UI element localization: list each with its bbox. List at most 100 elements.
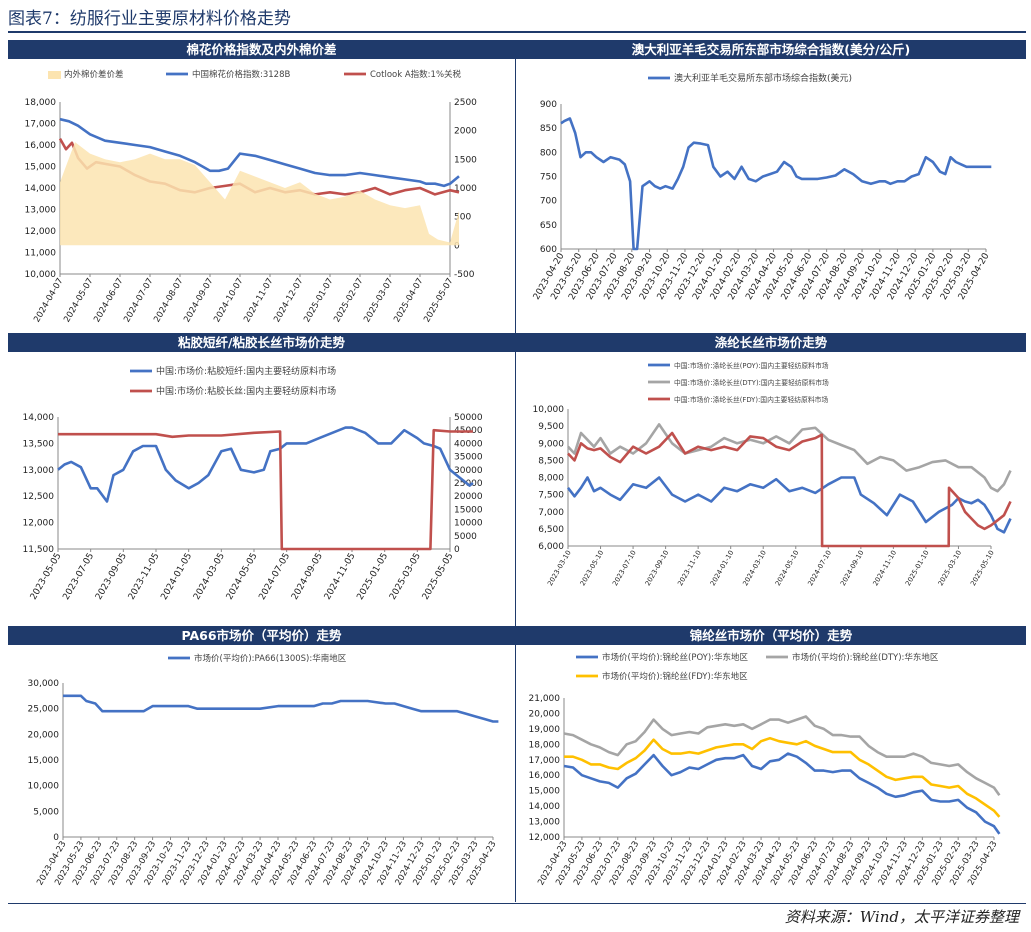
y-tick-label: 12,000 bbox=[529, 833, 561, 843]
x-tick-label: 2023-11-05 bbox=[127, 552, 162, 602]
panel-viscose: 粘胶短纤/粘胶长丝市场价走势 14,000 13,500 13,000 12,500 1… bbox=[8, 333, 515, 623]
x-tick-label: 2025-01-10 bbox=[904, 549, 931, 587]
y-tick-label: 17,000 bbox=[529, 756, 561, 766]
y-tick-label: 8,000 bbox=[538, 474, 564, 484]
y2-tick-label: 2500 bbox=[454, 98, 477, 108]
x-tick-label: 2023-09-10 bbox=[644, 549, 671, 587]
y-tick-label: 15,000 bbox=[529, 787, 561, 797]
legend-label: 市场价(平均价):锦纶丝(FDY):华东地区 bbox=[602, 671, 748, 682]
x-tick-label: 2023-05-10 bbox=[579, 549, 606, 587]
y-tick-label: 13,000 bbox=[23, 466, 55, 476]
x-tick-label: 2024-09-07 bbox=[182, 277, 215, 325]
panel-title: 棉花价格指数及内外棉价差 bbox=[8, 40, 515, 59]
x-tick-label: 2024-09-05 bbox=[290, 552, 325, 602]
x-tick-label: 2024-09-10 bbox=[839, 549, 866, 587]
y-tick-label: 30,000 bbox=[28, 679, 60, 689]
center-divider bbox=[515, 40, 516, 902]
panel-nylon: 锦纶丝市场价（平均价）走势 21,000 20,000 19,000 18,000 17… bbox=[516, 626, 1026, 902]
x-tick-label: 2025-03-07 bbox=[362, 277, 395, 325]
bottom-rule bbox=[8, 903, 1026, 904]
legend-label: 内外棉价差价差 bbox=[64, 69, 124, 80]
series-line-2 bbox=[564, 736, 1001, 818]
x-tick-label: 2024-06-07 bbox=[92, 277, 125, 325]
series-line-0 bbox=[560, 117, 992, 251]
x-tick-label: 2025-04-07 bbox=[392, 277, 425, 325]
legend-label: 中国:市场价:粘胶短纤:国内主要轻纺原料市场 bbox=[156, 365, 336, 377]
series-line-0 bbox=[63, 694, 499, 723]
y-tick-label: 14,000 bbox=[23, 413, 55, 423]
y-tick-label: 17,000 bbox=[25, 120, 57, 130]
x-tick-label: 2024-05-07 bbox=[62, 277, 95, 325]
legend-label: Cotlook A指数:1%关税 bbox=[370, 69, 462, 80]
x-tick-label: 2023-07-10 bbox=[611, 549, 638, 587]
series-line-1 bbox=[58, 428, 473, 551]
x-tick-label: 2025-05-07 bbox=[422, 277, 455, 325]
legend-label: 中国棉花价格指数:3128B bbox=[192, 69, 290, 80]
y-tick-label: 750 bbox=[540, 173, 557, 183]
y-tick-label: 12,000 bbox=[23, 519, 55, 529]
legend-label: 中国:市场价:涤纶长丝(DTY):国内主要轻纺原料市场 bbox=[674, 378, 829, 387]
y2-tick-label: 1000 bbox=[454, 184, 477, 194]
series-line-1 bbox=[563, 715, 1001, 797]
x-tick-label: 2025-03-10 bbox=[937, 549, 964, 587]
y-tick-label: 6,000 bbox=[538, 542, 564, 552]
y-tick-label: 6,500 bbox=[538, 525, 564, 535]
y-tick-label: 15,000 bbox=[28, 756, 60, 766]
y2-tick-label: 40000 bbox=[454, 439, 483, 449]
y-tick-label: 10,000 bbox=[28, 782, 60, 792]
y-tick-label: 8,500 bbox=[538, 456, 564, 466]
source-note: 资料来源：Wind，太平洋证券整理 bbox=[784, 908, 1019, 926]
y-tick-label: 12,000 bbox=[25, 227, 57, 237]
y2-tick-label: 500 bbox=[454, 213, 471, 223]
y2-tick-label: 15000 bbox=[454, 505, 483, 515]
x-tick-label: 2023-05-05 bbox=[29, 552, 64, 602]
series-line-0 bbox=[563, 752, 1001, 835]
series-line-2 bbox=[567, 431, 1012, 548]
y-tick-label: 16,000 bbox=[25, 141, 57, 151]
y-tick-label: 16,000 bbox=[529, 771, 561, 781]
x-tick-label: 2024-11-07 bbox=[242, 277, 275, 325]
legend-label: 市场价(平均价):锦纶丝(POY):华东地区 bbox=[602, 652, 749, 663]
top-rule bbox=[8, 31, 1026, 33]
y-tick-label: 14,000 bbox=[529, 802, 561, 812]
series-line-0 bbox=[59, 117, 460, 188]
chart-viscose: 14,000 13,500 13,000 12,500 12,000 11,500 5000… bbox=[23, 365, 483, 602]
x-tick-label: 2023-07-05 bbox=[61, 552, 96, 602]
y-tick-label: 13,500 bbox=[23, 439, 55, 449]
y-tick-label: 20,000 bbox=[529, 709, 561, 719]
y-tick-label: 19,000 bbox=[529, 725, 561, 735]
panel-polyester: 涤纶长丝市场价走势 10,000 9,500 9,000 8,500 8,000 7,50… bbox=[516, 333, 1026, 623]
legend-label: 中国:市场价:涤纶长丝(FDY):国内主要轻纺原料市场 bbox=[674, 395, 828, 404]
y-tick-label: 650 bbox=[540, 221, 557, 231]
y-tick-label: 13,000 bbox=[529, 818, 561, 828]
series-area-2 bbox=[60, 142, 459, 246]
y-tick-label: 18,000 bbox=[25, 98, 57, 108]
chart-pa66: 30,00025,00020,00015,00010,0005,00002023… bbox=[28, 653, 499, 887]
x-tick-label: 2023-09-05 bbox=[94, 552, 129, 602]
x-tick-label: 2024-11-05 bbox=[323, 552, 358, 602]
y2-tick-label: -500 bbox=[454, 270, 475, 280]
y-tick-label: 25,000 bbox=[28, 705, 60, 715]
y-tick-label: 7,500 bbox=[538, 491, 564, 501]
legend-label: 中国:市场价:粘胶长丝:国内主要轻纺原料市场 bbox=[156, 385, 336, 397]
x-tick-label: 2023-11-10 bbox=[676, 549, 703, 587]
x-tick-label: 2024-11-10 bbox=[871, 549, 898, 587]
x-tick-label: 2024-08-07 bbox=[152, 277, 185, 325]
x-tick-label: 2024-01-05 bbox=[159, 552, 194, 602]
y2-tick-label: 1500 bbox=[454, 155, 477, 165]
panel-title: 锦纶丝市场价（平均价）走势 bbox=[516, 626, 1026, 645]
x-tick-label: 2024-07-05 bbox=[257, 552, 292, 602]
y2-tick-label: 2000 bbox=[454, 127, 477, 137]
chart-cotton: 18,000 17,000 16,000 15,000 14,000 13,000 12,0… bbox=[25, 69, 478, 325]
panel-title: 粘胶短纤/粘胶长丝市场价走势 bbox=[8, 333, 515, 352]
x-tick-label: 2025-05-10 bbox=[969, 549, 996, 587]
y-tick-label: 11,500 bbox=[23, 545, 55, 555]
y-tick-label: 0 bbox=[53, 833, 59, 843]
legend-swatch bbox=[48, 71, 61, 79]
x-tick-label: 2025-03-05 bbox=[388, 552, 423, 602]
y-tick-label: 18,000 bbox=[529, 740, 561, 750]
panel-cotton: 棉花价格指数及内外棉价差 18,000 17,000 16,000 15,000 14,… bbox=[8, 40, 515, 330]
y-tick-label: 9,500 bbox=[538, 422, 564, 432]
x-tick-label: 2024-10-07 bbox=[212, 277, 245, 325]
legend-label: 中国:市场价:涤纶长丝(POY):国内主要轻纺原料市场 bbox=[674, 361, 829, 370]
